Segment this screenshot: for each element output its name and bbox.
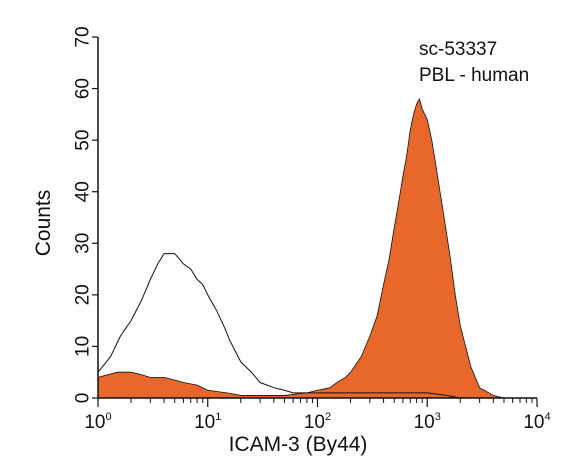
plot-area: 0 10 20 30 40 50 60 70 100 101 102 103 104 bbox=[73, 26, 551, 433]
y-axis-label: Counts bbox=[32, 190, 55, 257]
x-ticks: 100 101 102 103 104 bbox=[84, 398, 551, 433]
x-tick-label-100: 102 bbox=[304, 411, 331, 433]
x-axis-label: ICAM-3 (By44) bbox=[229, 433, 368, 456]
series-layer bbox=[97, 97, 537, 399]
y-tick-label-10: 10 bbox=[73, 336, 94, 357]
annotation-product-code: sc-53337 bbox=[419, 39, 497, 60]
x-tick-label-10: 101 bbox=[194, 411, 221, 433]
y-tick-label-50: 50 bbox=[73, 130, 94, 151]
y-ticks: 0 10 20 30 40 50 60 70 bbox=[73, 26, 98, 403]
x-tick-label-1000: 103 bbox=[414, 411, 441, 433]
y-tick-label-20: 20 bbox=[73, 284, 94, 305]
annotation-sample: PBL - human bbox=[419, 65, 529, 86]
y-tick-label-0: 0 bbox=[73, 393, 94, 404]
y-tick-label-70: 70 bbox=[73, 26, 94, 47]
x-tick-label-1: 100 bbox=[84, 411, 111, 433]
histogram-filled-series-1 bbox=[97, 97, 537, 399]
y-tick-label-30: 30 bbox=[73, 233, 94, 254]
y-tick-label-40: 40 bbox=[73, 181, 94, 202]
histogram-outline-series-0 bbox=[97, 253, 537, 399]
x-tick-label-10000: 104 bbox=[523, 411, 550, 433]
y-tick-label-60: 60 bbox=[73, 78, 94, 99]
